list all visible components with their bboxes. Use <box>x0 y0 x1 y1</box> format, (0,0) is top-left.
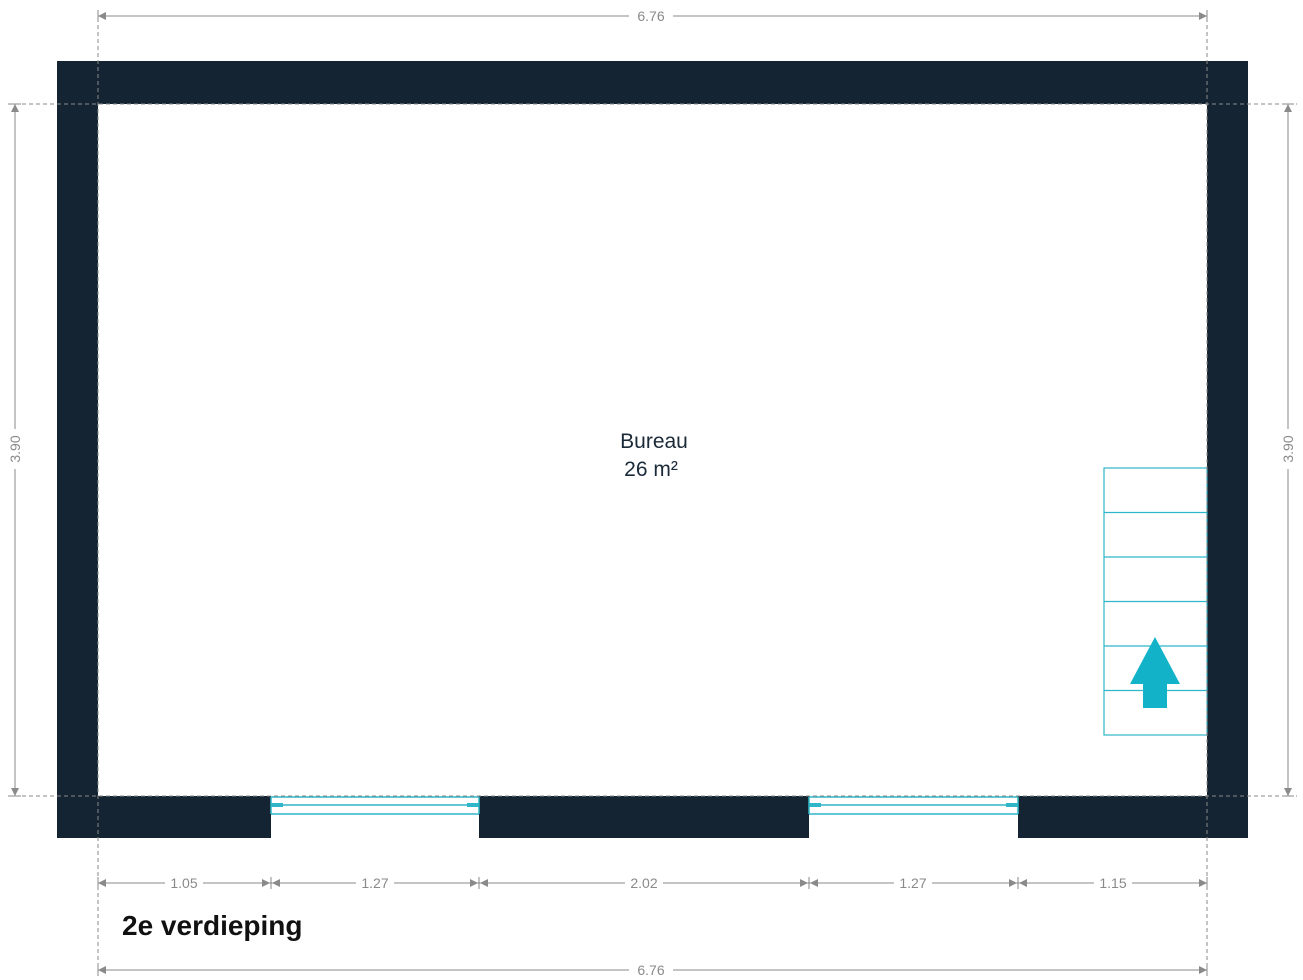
wall-bottom-left <box>57 796 271 838</box>
dimension-arrow <box>470 879 478 887</box>
dimension-segment-2: 1.27 <box>361 875 388 891</box>
dimension-segment-1: 1.05 <box>170 875 197 891</box>
window-2 <box>808 796 1019 815</box>
dimension-right-height: 3.90 <box>1280 435 1296 462</box>
dimension-segment-4: 1.27 <box>899 875 926 891</box>
dimension-arrow <box>1199 966 1207 974</box>
dimension-arrow <box>480 879 488 887</box>
walls <box>57 61 1248 838</box>
wall-bottom-middle <box>479 796 809 838</box>
dimension-arrow <box>810 879 818 887</box>
dimension-arrow <box>1019 879 1027 887</box>
dimension-arrow <box>1284 104 1292 112</box>
floor-label: 2e verdieping <box>122 910 303 941</box>
wall-bottom-right <box>1018 796 1248 838</box>
wall-top <box>57 61 1248 104</box>
dimension-arrow <box>272 879 280 887</box>
dimension-segment-3: 2.02 <box>630 875 657 891</box>
dimension-bottom-total: 6.76 <box>637 962 664 978</box>
dimension-arrow <box>1199 12 1207 20</box>
dimension-arrow <box>11 788 19 796</box>
dimension-arrow <box>11 104 19 112</box>
stair-up-arrow-icon <box>1130 637 1180 708</box>
dimension-arrow <box>262 879 270 887</box>
room-name: Bureau <box>620 430 688 453</box>
dimension-left-height: 3.90 <box>7 435 23 462</box>
dimension-arrow <box>800 879 808 887</box>
wall-right <box>1207 61 1248 838</box>
dimension-arrow <box>98 966 106 974</box>
dimension-segment-5: 1.15 <box>1099 875 1126 891</box>
dimension-arrow <box>1284 788 1292 796</box>
wall-left <box>57 61 98 838</box>
room-area: 26 m² <box>624 458 678 481</box>
dimension-top-total: 6.76 <box>637 8 664 24</box>
dimension-arrow <box>98 12 106 20</box>
dimension-lines <box>8 10 1297 976</box>
dimension-arrow <box>1199 879 1207 887</box>
dimension-arrow <box>1009 879 1017 887</box>
dimension-arrow <box>98 879 106 887</box>
window-1 <box>270 796 480 815</box>
